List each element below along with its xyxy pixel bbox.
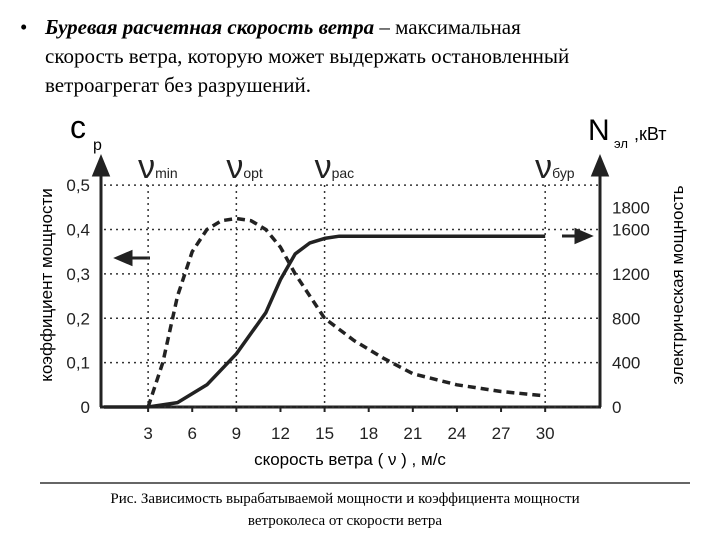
y2-tick-label: 1600	[612, 221, 650, 240]
y2-tick-label: 800	[612, 309, 640, 328]
x-tick-label: 30	[536, 424, 555, 443]
x-tick-label: 6	[188, 424, 197, 443]
bullet-line: Буревая расчетная скорость ветра – макси…	[44, 15, 521, 39]
y-tick-label: 0,3	[66, 265, 90, 284]
x-label: скорость ветра ( ν ) , м/с	[254, 450, 446, 469]
marker-label: νopt	[226, 148, 263, 186]
marker-label: νбур	[535, 148, 575, 186]
caption: Рис. Зависимость вырабатываемой мощности…	[110, 491, 579, 507]
y2-tick-label: 400	[612, 354, 640, 373]
marker-symbol: ν	[226, 148, 243, 186]
marker-sub: бур	[552, 165, 575, 181]
y-tick-label: 0,2	[66, 309, 90, 328]
marker-symbol: ν	[315, 148, 332, 186]
y-axis-arrow	[91, 154, 111, 177]
y-symbol: c	[70, 109, 86, 145]
series-line	[104, 234, 546, 409]
x-tick-label: 27	[492, 424, 511, 443]
marker-label: νрас	[315, 148, 355, 186]
marker-sub: opt	[243, 165, 263, 181]
marker-sub: min	[155, 165, 178, 181]
bullet-emphasis: Буревая расчетная скорость ветра	[44, 15, 374, 39]
bullet-marker: •	[20, 15, 27, 39]
y2-tick-label: 0	[612, 398, 621, 417]
series-line	[146, 216, 546, 408]
y2-tick-label: 1200	[612, 265, 650, 284]
bullet-text: скорость ветра, которую может выдержать …	[45, 44, 569, 68]
x-tick-label: 9	[232, 424, 241, 443]
bullet-text: – максимальная	[374, 15, 521, 39]
arrow-right-head	[574, 227, 594, 245]
x-tick-label: 18	[359, 424, 378, 443]
bullet-text: ветроагрегат без разрушений.	[45, 73, 311, 97]
y2-axis-arrow	[590, 154, 610, 177]
x-tick-label: 15	[315, 424, 334, 443]
marker-label: νmin	[138, 148, 178, 186]
y2-symbol: N	[588, 114, 610, 147]
marker-symbol: ν	[535, 148, 552, 186]
x-tick-label: 12	[271, 424, 290, 443]
x-tick-label: 24	[447, 424, 466, 443]
marker-sub: рас	[332, 165, 355, 181]
y2-label: электрическая мощность	[668, 185, 687, 384]
y-tick-label: 0,1	[66, 354, 90, 373]
axes	[91, 154, 610, 409]
caption: ветроколеса от скорости ветра	[248, 513, 443, 529]
x-tick-label: 21	[403, 424, 422, 443]
y-tick-label: 0,4	[66, 221, 90, 240]
y-label: коэффициент мощности	[37, 188, 56, 382]
y2-unit: ,кВт	[634, 124, 667, 144]
x-tick-label: 3	[143, 424, 152, 443]
y2-tick-label: 1800	[612, 198, 650, 217]
y-tick-label: 0,5	[66, 176, 90, 195]
y-symbol-sub: p	[93, 137, 102, 154]
arrow-left-head	[113, 249, 133, 267]
marker-symbol: ν	[138, 148, 155, 186]
y-tick-label: 0	[81, 398, 90, 417]
y2-symbol-sub: эл	[614, 136, 628, 151]
